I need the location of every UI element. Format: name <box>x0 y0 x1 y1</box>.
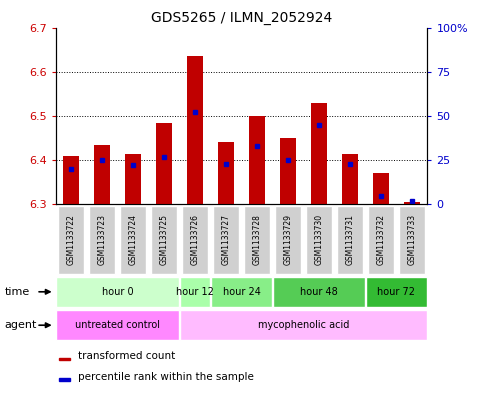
FancyBboxPatch shape <box>275 206 301 274</box>
Bar <box>59 358 71 360</box>
Text: GSM1133723: GSM1133723 <box>98 214 107 265</box>
Text: GSM1133722: GSM1133722 <box>67 214 75 265</box>
FancyBboxPatch shape <box>56 277 179 307</box>
FancyBboxPatch shape <box>399 206 425 274</box>
Text: GSM1133732: GSM1133732 <box>376 214 385 265</box>
Text: GSM1133724: GSM1133724 <box>128 214 138 265</box>
FancyBboxPatch shape <box>213 206 239 274</box>
Text: transformed count: transformed count <box>78 351 175 361</box>
Bar <box>280 138 296 204</box>
FancyBboxPatch shape <box>180 310 427 340</box>
FancyBboxPatch shape <box>89 206 115 274</box>
FancyBboxPatch shape <box>56 310 179 340</box>
Text: GSM1133725: GSM1133725 <box>159 214 169 265</box>
Bar <box>311 103 327 204</box>
FancyBboxPatch shape <box>180 277 210 307</box>
Bar <box>125 154 141 204</box>
FancyBboxPatch shape <box>211 277 272 307</box>
Text: hour 12: hour 12 <box>176 287 214 297</box>
Text: untreated control: untreated control <box>75 320 160 330</box>
Text: GSM1133731: GSM1133731 <box>345 214 355 265</box>
Bar <box>156 123 172 204</box>
Text: time: time <box>5 287 30 297</box>
FancyBboxPatch shape <box>306 206 332 274</box>
Bar <box>249 116 265 204</box>
Bar <box>63 156 79 204</box>
FancyBboxPatch shape <box>58 206 84 274</box>
Text: GSM1133730: GSM1133730 <box>314 214 324 265</box>
Bar <box>218 142 234 204</box>
Bar <box>373 173 389 204</box>
Text: GSM1133726: GSM1133726 <box>190 214 199 265</box>
Bar <box>94 145 110 204</box>
FancyBboxPatch shape <box>368 206 394 274</box>
Text: agent: agent <box>5 320 37 330</box>
FancyBboxPatch shape <box>182 206 208 274</box>
Text: GSM1133727: GSM1133727 <box>222 214 230 265</box>
FancyBboxPatch shape <box>366 277 427 307</box>
Text: hour 72: hour 72 <box>377 287 415 297</box>
Bar <box>342 154 358 204</box>
Text: hour 0: hour 0 <box>102 287 133 297</box>
Text: percentile rank within the sample: percentile rank within the sample <box>78 372 254 382</box>
FancyBboxPatch shape <box>244 206 270 274</box>
Text: hour 24: hour 24 <box>223 287 260 297</box>
Text: GSM1133733: GSM1133733 <box>408 214 416 265</box>
FancyBboxPatch shape <box>120 206 146 274</box>
Text: hour 48: hour 48 <box>300 287 338 297</box>
Title: GDS5265 / ILMN_2052924: GDS5265 / ILMN_2052924 <box>151 11 332 25</box>
Bar <box>404 202 420 204</box>
Text: mycophenolic acid: mycophenolic acid <box>258 320 349 330</box>
FancyBboxPatch shape <box>337 206 363 274</box>
Text: GSM1133729: GSM1133729 <box>284 214 293 265</box>
Text: GSM1133728: GSM1133728 <box>253 214 261 265</box>
Bar <box>187 56 203 204</box>
Bar <box>59 378 71 380</box>
FancyBboxPatch shape <box>151 206 177 274</box>
FancyBboxPatch shape <box>273 277 365 307</box>
